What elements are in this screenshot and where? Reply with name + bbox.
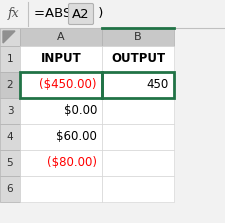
Bar [101, 150, 173, 176]
Bar [101, 98, 173, 124]
Bar [0, 28, 20, 46]
Bar [101, 72, 173, 98]
FancyBboxPatch shape [68, 4, 93, 25]
Bar [20, 72, 101, 98]
Bar [20, 46, 101, 72]
Text: 6: 6 [7, 184, 13, 194]
Bar [0, 124, 20, 150]
Bar [0, 46, 20, 72]
Text: B: B [134, 32, 141, 42]
Text: $0.00: $0.00 [63, 105, 97, 118]
Bar [20, 72, 101, 98]
Bar [0, 176, 20, 202]
Text: INPUT: INPUT [40, 52, 81, 66]
Text: A2: A2 [72, 8, 89, 21]
Text: 5: 5 [7, 158, 13, 168]
Text: 2: 2 [7, 80, 13, 90]
Text: 1: 1 [7, 54, 13, 64]
Bar [20, 124, 101, 150]
Polygon shape [3, 31, 15, 43]
Bar [20, 28, 101, 46]
Bar [0, 150, 20, 176]
Text: 3: 3 [7, 106, 13, 116]
Bar [0, 0, 225, 28]
Bar [101, 124, 173, 150]
Text: A: A [57, 32, 65, 42]
Text: OUTPUT: OUTPUT [110, 52, 164, 66]
Text: $60.00: $60.00 [56, 130, 97, 143]
Bar [0, 72, 20, 98]
Bar [0, 98, 20, 124]
Bar [101, 176, 173, 202]
Text: ): ) [94, 8, 103, 21]
Text: ($80.00): ($80.00) [47, 157, 97, 169]
Text: ($450.00): ($450.00) [39, 78, 97, 91]
Bar [20, 98, 101, 124]
Bar [101, 72, 173, 98]
Bar [101, 46, 173, 72]
Text: fx: fx [8, 8, 20, 21]
Bar [20, 176, 101, 202]
Text: 450: 450 [146, 78, 168, 91]
Text: 4: 4 [7, 132, 13, 142]
Text: =ABS(: =ABS( [34, 8, 80, 21]
Bar [20, 150, 101, 176]
Bar [101, 28, 173, 46]
